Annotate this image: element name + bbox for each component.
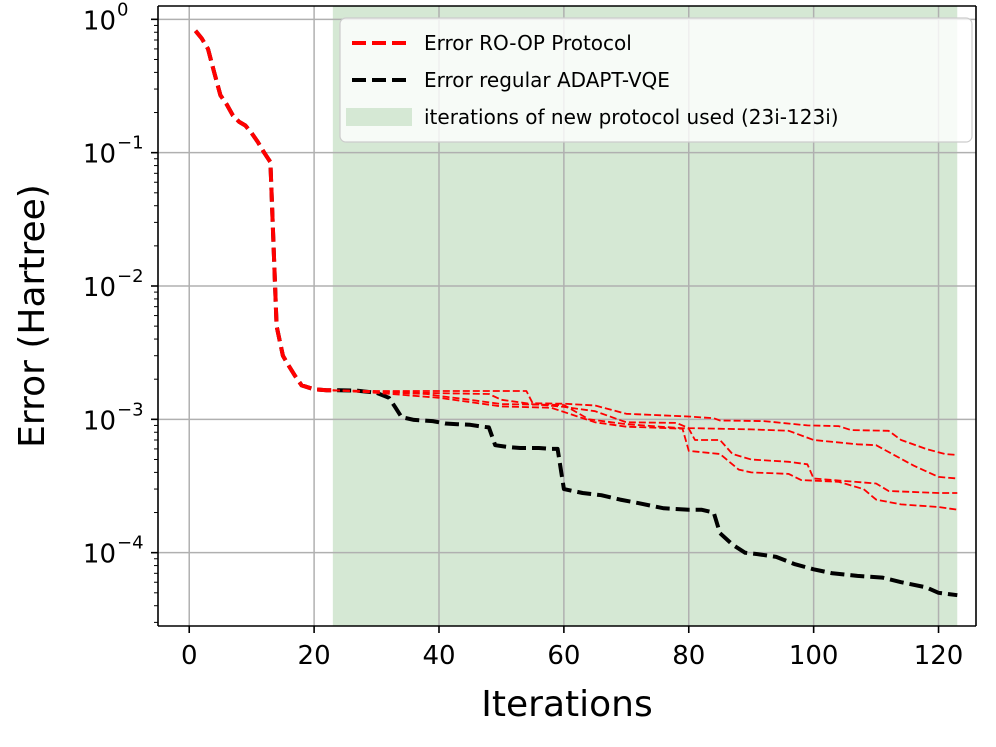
series-line [332, 389, 958, 480]
legend-label: Error RO-OP Protocol [424, 31, 632, 55]
y-tick-label-exponent: 0 [117, 0, 128, 20]
x-tick-label: 40 [422, 641, 455, 671]
series-line [332, 389, 958, 511]
y-tick-label: 10 [83, 6, 116, 36]
y-tick-label-exponent: −3 [117, 399, 144, 420]
legend-label: iterations of new protocol used (23i-123… [424, 105, 839, 129]
x-axis-label: Iterations [481, 684, 652, 725]
y-tick-label-exponent: −4 [117, 533, 144, 554]
series-line [332, 389, 958, 456]
y-tick-label: 10 [83, 140, 116, 170]
series-line [193, 29, 333, 393]
series-layer [193, 29, 958, 598]
legend-swatch [346, 108, 412, 126]
series-line [332, 389, 958, 494]
y-tick-label: 10 [83, 273, 116, 303]
legend-box [339, 17, 973, 143]
x-tick-label: 100 [789, 641, 839, 671]
y-tick-label: 10 [83, 406, 116, 436]
y-tick-label-exponent: −2 [117, 266, 144, 287]
x-tick-label: 0 [181, 641, 198, 671]
x-tick-label: 60 [547, 641, 580, 671]
x-tick-label: 120 [914, 641, 964, 671]
x-tick-label: 80 [672, 641, 705, 671]
y-tick-label: 10 [83, 540, 116, 570]
y-tick-label-exponent: −1 [117, 133, 144, 154]
legend: Error RO-OP Protocol Error regular ADAPT-… [339, 17, 973, 143]
x-tick-label: 20 [298, 641, 331, 671]
legend-label: Error regular ADAPT-VQE [424, 68, 670, 92]
y-axis-label: Error (Hartree) [12, 184, 53, 448]
